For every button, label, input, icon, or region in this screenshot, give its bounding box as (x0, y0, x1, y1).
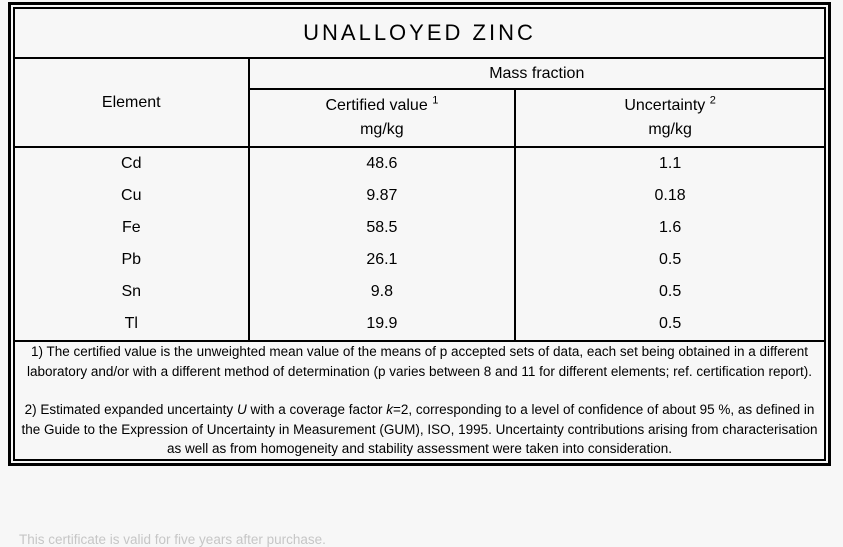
certified-value: 58.5 (247, 212, 516, 244)
column-group-mass-fraction: Mass fraction (247, 58, 825, 90)
title-row: UNALLOYED ZINC (14, 8, 825, 59)
element-symbol: Pb (121, 251, 142, 268)
element-symbol: Sn (121, 283, 142, 300)
certified-value: 9.8 (247, 276, 516, 308)
table-title: UNALLOYED ZINC (14, 8, 825, 59)
certified-value: 9.87 (247, 180, 516, 212)
certified-value: 48.6 (247, 147, 516, 180)
table-row: Cd 48.6 1.1 (14, 146, 825, 180)
column-header-uncertainty: Uncertainty 2 mg/kg (514, 89, 825, 148)
element-symbol: Fe (121, 219, 141, 236)
footnote-2: 2) Estimated expanded uncertainty U with… (21, 402, 818, 456)
footnotes-section: 1) The certified value is the unweighted… (14, 341, 825, 460)
element-symbol: Tl (14, 308, 249, 342)
table-row: Pb 26.1 0.5 (14, 244, 825, 276)
element-symbol: Cd (14, 146, 249, 180)
footnote-marker-2: 2 (709, 94, 716, 107)
certified-value: 19.9 (247, 308, 516, 342)
uncertainty-value: 0.5 (514, 276, 825, 308)
uncertainty-unit: mg/kg (648, 121, 692, 138)
uncertainty-value: 1.6 (514, 212, 825, 244)
validity-caption-cutoff: This certificate is valid for five years… (19, 532, 326, 547)
certificate-table: UNALLOYED ZINC Element Mass fraction Cer… (13, 7, 826, 461)
element-symbol: Cu (121, 187, 142, 204)
column-header-element: Element (101, 93, 161, 111)
sub-header-row: Certified value 1 mg/kg Uncertainty 2 mg… (14, 89, 825, 148)
certificate-table-frame: UNALLOYED ZINC Element Mass fraction Cer… (8, 2, 831, 466)
uncertainty-value: 0.5 (514, 244, 825, 276)
uncertainty-value: 1.1 (514, 147, 825, 180)
uncertainty-value: 0.5 (514, 308, 825, 342)
group-header-row: Element Mass fraction (14, 58, 825, 111)
certified-value: 26.1 (247, 244, 516, 276)
certified-value-unit: mg/kg (360, 121, 404, 138)
footnotes-row: 1) The certified value is the unweighted… (14, 341, 825, 460)
certified-value-label: Certified value (325, 97, 428, 114)
column-header-certified-value: Certified value 1 mg/kg (247, 89, 516, 148)
table-row: Fe 58.5 1.6 (14, 212, 825, 244)
table-row: Tl 19.9 0.5 (14, 308, 825, 342)
table-row: Cu 9.87 0.18 (14, 180, 825, 212)
footnote-marker-1: 1 (432, 94, 439, 107)
table-row: Sn 9.8 0.5 (14, 276, 825, 308)
uncertainty-value: 0.18 (514, 180, 825, 212)
uncertainty-label: Uncertainty (624, 97, 706, 114)
footnote-1: 1) The certified value is the unweighted… (27, 344, 812, 379)
